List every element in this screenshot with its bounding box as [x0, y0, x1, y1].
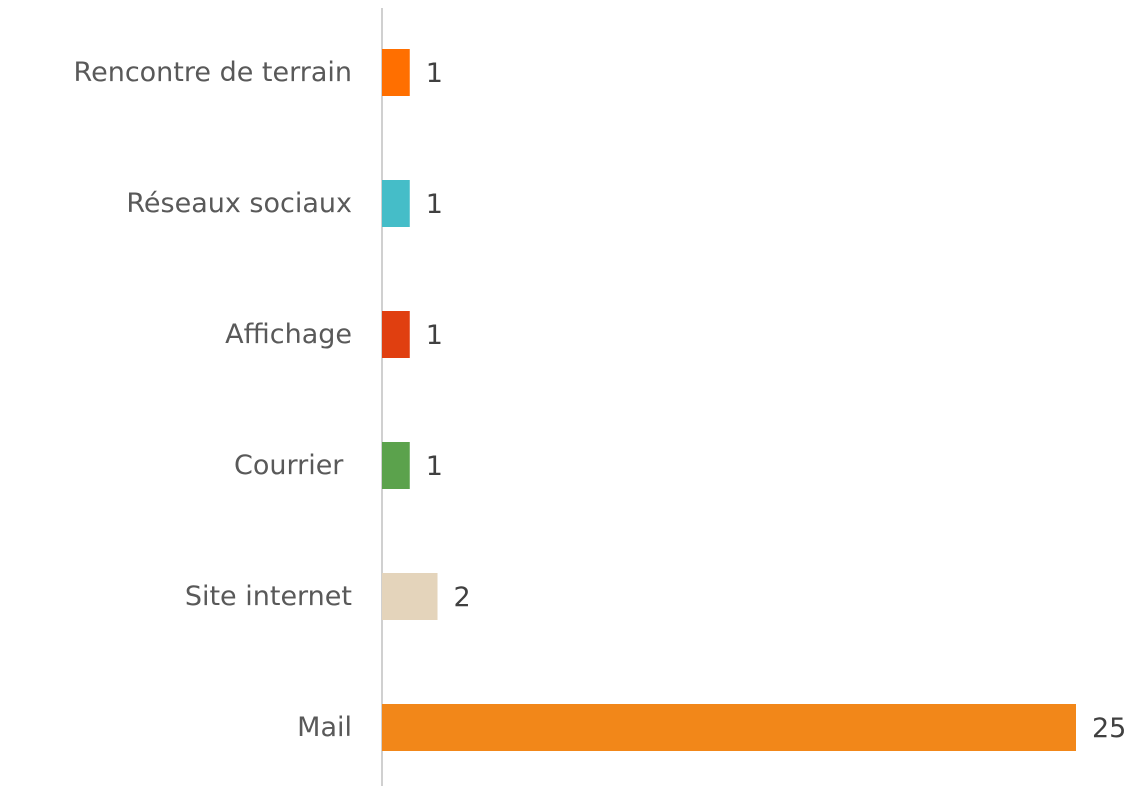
value-label: 1: [426, 189, 443, 220]
bar: [382, 442, 410, 489]
value-label: 25: [1092, 713, 1126, 744]
bar: [382, 704, 1076, 751]
bar: [382, 180, 410, 227]
category-label: Réseaux sociaux: [126, 188, 352, 219]
category-label: Mail: [297, 712, 352, 743]
bar: [382, 49, 410, 96]
bar: [382, 311, 410, 358]
value-label: 2: [454, 582, 471, 613]
bar: [382, 573, 438, 620]
category-label: Affichage: [225, 319, 352, 350]
value-label: 1: [426, 320, 443, 351]
category-label: Rencontre de terrain: [74, 57, 352, 88]
category-label: Courrier: [234, 450, 352, 481]
category-label: Site internet: [185, 581, 352, 612]
value-label: 1: [426, 58, 443, 89]
value-label: 1: [426, 451, 443, 482]
